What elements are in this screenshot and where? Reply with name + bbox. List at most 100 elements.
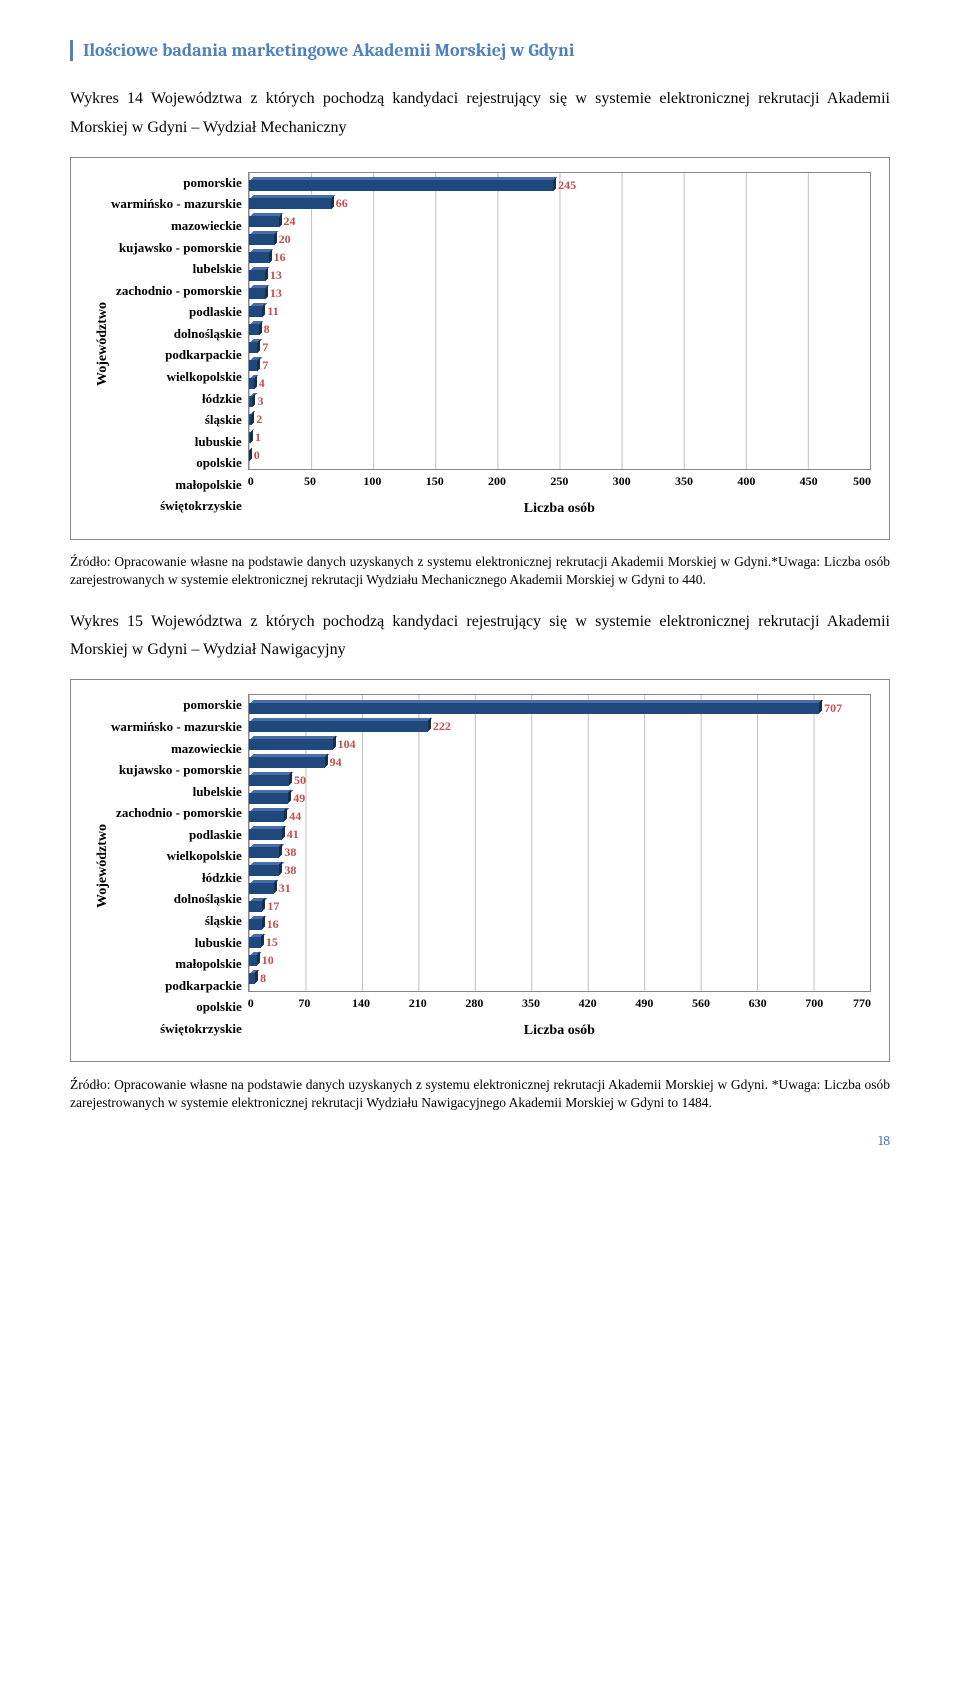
page-number: 18 (70, 1132, 890, 1149)
category-label: opolskie (111, 454, 242, 472)
bar-value-label: 38 (284, 863, 296, 878)
chart2-source: Źródło: Opracowanie własne na podstawie … (70, 1076, 890, 1112)
x-tick: 420 (559, 996, 616, 1011)
chart1-plot: 2456624201613131187743210 (248, 172, 871, 470)
x-tick: 770 (843, 996, 871, 1011)
category-label: lubelskie (111, 260, 242, 278)
x-tick: 630 (729, 996, 786, 1011)
chart1-y-label: Województwo (89, 172, 111, 517)
x-tick: 490 (616, 996, 673, 1011)
category-label: dolnośląskie (111, 890, 242, 908)
bar-value-label: 44 (289, 809, 301, 824)
page-header: Ilościowe badania marketingowe Akademii … (70, 40, 890, 61)
bar (249, 811, 285, 822)
bar-value-label: 3 (257, 394, 263, 409)
bar-row: 3 (249, 393, 870, 411)
x-tick: 100 (341, 474, 403, 489)
bar (249, 847, 280, 858)
bar (249, 198, 331, 209)
bar (249, 955, 257, 966)
category-label: kujawsko - pomorskie (111, 761, 242, 779)
bar (249, 270, 265, 281)
bar-row: 222 (249, 717, 870, 735)
x-tick: 70 (276, 996, 333, 1011)
x-tick: 150 (404, 474, 466, 489)
bar-value-label: 0 (254, 448, 260, 463)
bar (249, 252, 269, 263)
category-label: łódzkie (111, 389, 242, 407)
chart2-x-label: Liczba osób (248, 1023, 871, 1039)
bar-row: 1 (249, 429, 870, 447)
bar-row: 245 (249, 177, 870, 195)
chart1-intro: Wykres 14 Województwa z których pochodzą… (70, 85, 890, 143)
bar-value-label: 66 (336, 196, 348, 211)
bar-value-label: 104 (338, 737, 356, 752)
bar-value-label: 222 (433, 719, 451, 734)
bar-row: 7 (249, 357, 870, 375)
category-label: małopolskie (111, 955, 242, 973)
bar (249, 883, 274, 894)
bar (249, 324, 259, 335)
bar-value-label: 7 (262, 358, 268, 373)
category-label: świętokrzyskie (111, 497, 242, 515)
bar-value-label: 31 (279, 881, 291, 896)
x-tick: 210 (389, 996, 446, 1011)
bar-row: 66 (249, 195, 870, 213)
x-tick: 300 (591, 474, 653, 489)
category-label: podkarpackie (111, 976, 242, 994)
x-tick: 200 (466, 474, 528, 489)
bar-value-label: 8 (260, 971, 266, 986)
bar-value-label: 10 (262, 953, 274, 968)
bar (249, 234, 274, 245)
bar-row: 104 (249, 735, 870, 753)
bar-value-label: 17 (267, 899, 279, 914)
bar-row: 50 (249, 771, 870, 789)
category-label: wielkopolskie (111, 367, 242, 385)
x-tick: 560 (673, 996, 730, 1011)
x-tick: 400 (715, 474, 777, 489)
bar-row: 44 (249, 807, 870, 825)
bar-value-label: 38 (284, 845, 296, 860)
bar-row: 10 (249, 951, 870, 969)
x-tick: 50 (279, 474, 341, 489)
bar-row: 31 (249, 879, 870, 897)
chart2-bars: 7072221049450494441383831171615108 (249, 695, 870, 991)
bar-row: 707 (249, 699, 870, 717)
chart1-bars: 2456624201613131187743210 (249, 173, 870, 469)
bar (249, 414, 251, 425)
bar-value-label: 707 (824, 701, 842, 716)
category-label: śląskie (111, 411, 242, 429)
bar-value-label: 7 (262, 340, 268, 355)
x-tick: 0 (248, 996, 276, 1011)
bar-row: 16 (249, 915, 870, 933)
bar-row: 13 (249, 267, 870, 285)
bar (249, 757, 325, 768)
x-tick: 140 (333, 996, 390, 1011)
bar-row: 20 (249, 231, 870, 249)
bar (249, 288, 265, 299)
bar (249, 721, 428, 732)
bar-value-label: 24 (284, 214, 296, 229)
x-tick: 350 (503, 996, 560, 1011)
bar-value-label: 15 (266, 935, 278, 950)
category-label: śląskie (111, 912, 242, 930)
bar-row: 38 (249, 861, 870, 879)
x-tick: 250 (528, 474, 590, 489)
bar-row: 0 (249, 447, 870, 465)
x-tick: 350 (653, 474, 715, 489)
x-tick: 500 (840, 474, 871, 489)
bar-row: 8 (249, 969, 870, 987)
category-label: zachodnio - pomorskie (111, 281, 242, 299)
bar-row: 2 (249, 411, 870, 429)
bar-value-label: 13 (270, 286, 282, 301)
bar (249, 937, 261, 948)
bar (249, 775, 289, 786)
bar-value-label: 49 (293, 791, 305, 806)
chart1-container: Województwo pomorskiewarmińsko - mazursk… (70, 157, 890, 540)
x-tick: 450 (778, 474, 840, 489)
category-label: warmińsko - mazurskie (111, 717, 242, 735)
bar-value-label: 20 (279, 232, 291, 247)
bar-value-label: 1 (255, 430, 261, 445)
bar-row: 8 (249, 321, 870, 339)
bar-value-label: 4 (259, 376, 265, 391)
